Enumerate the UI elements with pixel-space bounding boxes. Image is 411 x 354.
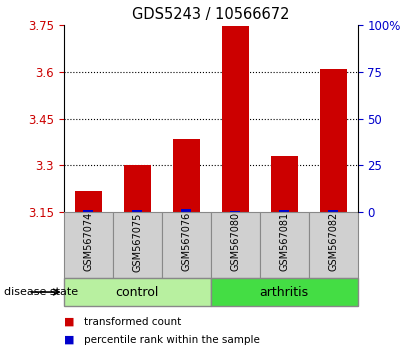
Text: transformed count: transformed count <box>84 317 182 327</box>
Bar <box>83 210 93 212</box>
Title: GDS5243 / 10566672: GDS5243 / 10566672 <box>132 7 289 22</box>
Bar <box>181 209 191 212</box>
Bar <box>222 26 249 212</box>
Bar <box>64 212 113 278</box>
Bar <box>113 212 162 278</box>
Bar <box>124 166 151 212</box>
Bar <box>279 210 289 212</box>
Text: GSM567082: GSM567082 <box>328 212 338 272</box>
Bar <box>132 210 142 212</box>
Bar <box>270 156 298 212</box>
Bar <box>173 139 200 212</box>
Bar <box>162 212 211 278</box>
Text: ■: ■ <box>64 317 74 327</box>
Text: disease state: disease state <box>4 287 78 297</box>
Bar <box>75 190 102 212</box>
Text: percentile rank within the sample: percentile rank within the sample <box>84 335 260 345</box>
Text: GSM567075: GSM567075 <box>132 212 142 272</box>
Bar <box>328 210 338 212</box>
Bar <box>211 212 260 278</box>
Text: GSM567074: GSM567074 <box>83 212 93 272</box>
Bar <box>230 211 240 212</box>
Bar <box>309 212 358 278</box>
Bar <box>320 69 346 212</box>
Bar <box>211 278 358 306</box>
Bar <box>260 212 309 278</box>
Text: GSM567076: GSM567076 <box>181 212 191 272</box>
Text: arthritis: arthritis <box>259 286 309 298</box>
Text: control: control <box>115 286 159 298</box>
Text: GSM567080: GSM567080 <box>230 212 240 272</box>
Bar <box>64 278 211 306</box>
Text: ■: ■ <box>64 335 74 345</box>
Text: GSM567081: GSM567081 <box>279 212 289 272</box>
